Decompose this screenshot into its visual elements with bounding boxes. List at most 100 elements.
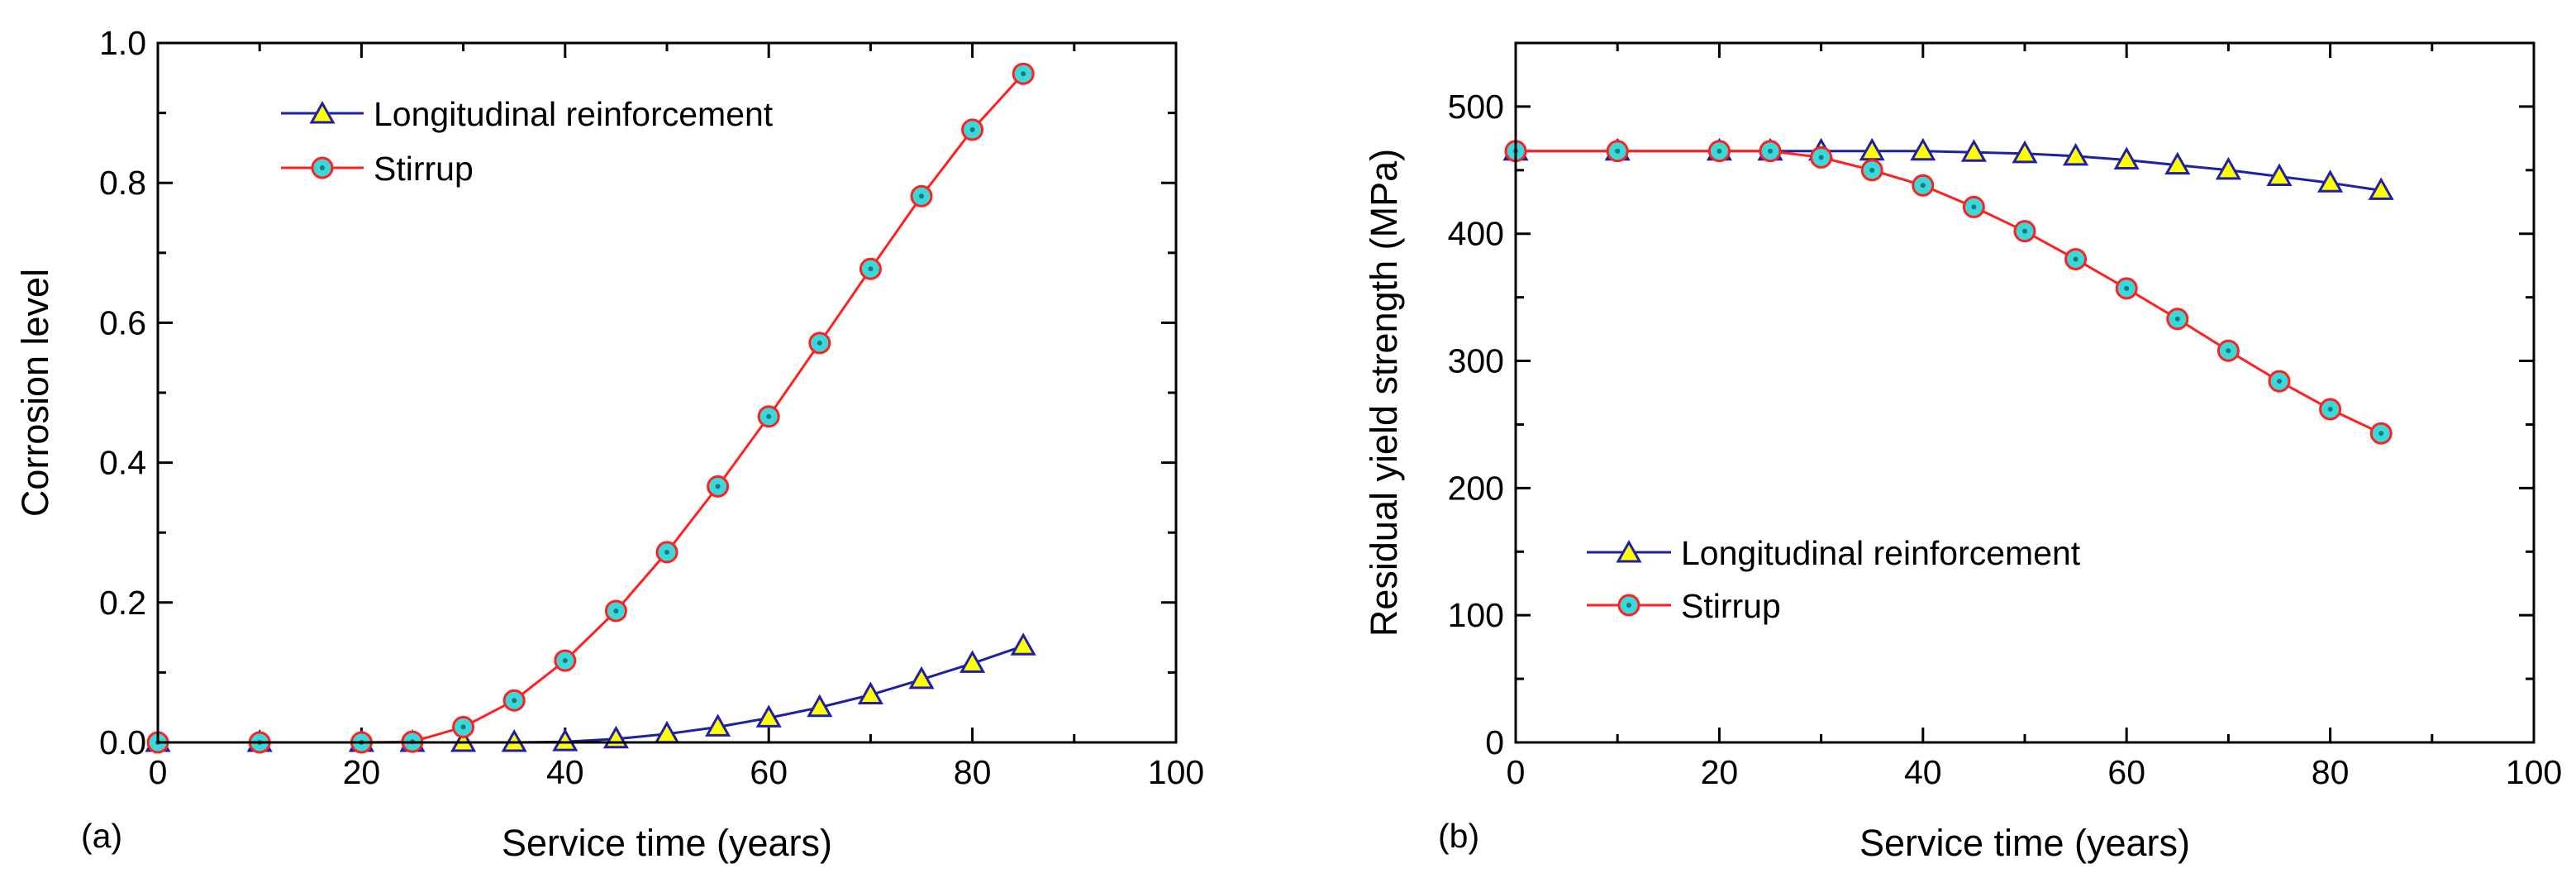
triangle-data-point bbox=[2113, 146, 2140, 170]
x-tick-label: 0 bbox=[1507, 753, 1526, 791]
x-tick-label: 100 bbox=[2506, 753, 2562, 791]
panel-a: 0 20 40 60 80 100 0.0 0.2 0.4 0.6 0.8 1.0 Service … bbox=[14, 24, 1204, 864]
circle-data-point-center bbox=[2073, 256, 2078, 262]
triangle-marker-icon bbox=[309, 100, 336, 124]
circle-data-point-center bbox=[2022, 228, 2027, 234]
circle-data-point-center bbox=[817, 340, 822, 346]
circle-data-point-center bbox=[2174, 316, 2180, 322]
circle-data-point-center bbox=[868, 266, 874, 272]
panel-a-series bbox=[145, 62, 1036, 754]
circle-data-point-center bbox=[715, 484, 721, 489]
triangle-data-point bbox=[1960, 139, 1987, 162]
circle-data-point-center bbox=[1021, 71, 1026, 77]
triangle-data-point bbox=[2063, 142, 2089, 166]
circle-data-point-center bbox=[1971, 204, 1977, 210]
circle-data-point-center bbox=[562, 658, 568, 664]
series-line-1 bbox=[1516, 150, 2382, 435]
circle-data-point-center bbox=[2378, 431, 2384, 437]
x-tick-label: 100 bbox=[1148, 753, 1204, 791]
panel-a-y-tick-labels: 0.0 0.2 0.4 0.6 0.8 1.0 bbox=[99, 24, 146, 761]
panel-b-series bbox=[1502, 137, 2394, 445]
legend-label: Stirrup bbox=[1681, 587, 1781, 625]
y-tick-label: 1.0 bbox=[99, 24, 146, 62]
triangle-data-point bbox=[552, 728, 579, 752]
x-tick-label: 20 bbox=[1701, 753, 1739, 791]
circle-data-point-center bbox=[2327, 406, 2333, 412]
x-tick-label: 40 bbox=[546, 753, 584, 791]
x-tick-label: 40 bbox=[1904, 753, 1942, 791]
y-tick-label: 0 bbox=[1485, 723, 1504, 761]
x-tick-label: 80 bbox=[2312, 753, 2350, 791]
x-tick-label: 80 bbox=[954, 753, 992, 791]
series-line-1 bbox=[158, 73, 1025, 744]
triangle-data-point bbox=[908, 666, 935, 690]
panel-a-y-axis-title: Corrosion level bbox=[14, 269, 56, 517]
y-tick-label: 0.8 bbox=[99, 164, 146, 202]
y-tick-label: 0.2 bbox=[99, 584, 146, 622]
triangle-data-point bbox=[2266, 163, 2293, 187]
series-line-0 bbox=[158, 644, 1024, 744]
triangle-data-point bbox=[857, 681, 883, 704]
y-tick-label: 0.0 bbox=[99, 723, 146, 761]
panel-b-x-axis-title: Service time (years) bbox=[1859, 822, 2190, 864]
triangle-data-point bbox=[755, 704, 782, 728]
triangle-marker-icon bbox=[1616, 539, 1642, 563]
legend-label: Longitudinal reinforcement bbox=[374, 95, 774, 133]
panel-a-label: (a) bbox=[81, 817, 122, 855]
legend-entry-longitudinal: Longitudinal reinforcement bbox=[1587, 534, 2081, 572]
legend-entry-longitudinal: Longitudinal reinforcement bbox=[281, 95, 774, 133]
triangle-data-point bbox=[2215, 156, 2241, 180]
panel-a-x-tick-labels: 0 20 40 60 80 100 bbox=[149, 753, 1205, 791]
y-tick-label: 500 bbox=[1448, 88, 1504, 126]
y-tick-label: 0.4 bbox=[99, 444, 146, 482]
legend-label: Longitudinal reinforcement bbox=[1681, 534, 2081, 572]
circle-data-point-center bbox=[1717, 148, 1722, 154]
panel-b: 0 20 40 60 80 100 0 100 200 300 400 500 Service ti… bbox=[1363, 41, 2563, 864]
y-tick-label: 400 bbox=[1448, 215, 1504, 253]
legend-entry-stirrup: Stirrup bbox=[281, 150, 474, 188]
panel-b-ticks bbox=[1514, 41, 2536, 744]
panel-b-plot-frame bbox=[1514, 41, 2536, 744]
panel-b-x-tick-labels: 0 20 40 60 80 100 bbox=[1507, 753, 2563, 791]
x-tick-label: 60 bbox=[750, 753, 788, 791]
triangle-data-point bbox=[2164, 151, 2191, 175]
circle-data-point-center bbox=[1869, 167, 1875, 173]
circle-data-point-center bbox=[2124, 285, 2130, 291]
triangle-data-point bbox=[705, 713, 731, 737]
x-tick-label: 0 bbox=[149, 753, 168, 791]
y-tick-label: 300 bbox=[1448, 342, 1504, 380]
triangle-data-point bbox=[2368, 177, 2394, 200]
triangle-data-point bbox=[2012, 140, 2038, 164]
circle-data-point-center bbox=[969, 126, 975, 132]
legend-entry-stirrup: Stirrup bbox=[1587, 587, 1781, 625]
circle-data-point-center bbox=[1818, 155, 1824, 160]
y-tick-label: 100 bbox=[1448, 596, 1504, 634]
circle-data-point-center bbox=[613, 608, 619, 613]
circle-data-point-center bbox=[1920, 183, 1926, 188]
x-tick-label: 20 bbox=[343, 753, 381, 791]
y-tick-label: 200 bbox=[1448, 469, 1504, 507]
panel-b-label: (b) bbox=[1438, 817, 1479, 855]
circle-data-point-center bbox=[766, 413, 772, 419]
triangle-data-point bbox=[807, 694, 833, 718]
triangle-data-point bbox=[959, 650, 986, 673]
x-tick-label: 60 bbox=[2107, 753, 2145, 791]
triangle-data-point bbox=[2317, 169, 2344, 193]
circle-data-point-center bbox=[1615, 148, 1621, 154]
triangle-data-point bbox=[1910, 137, 1936, 161]
circle-data-point-center bbox=[2226, 348, 2231, 354]
panel-b-legend: Longitudinal reinforcement Stirrup bbox=[1587, 534, 2081, 625]
circle-data-point-center bbox=[664, 549, 669, 555]
y-tick-label: 0.6 bbox=[99, 303, 146, 341]
panel-b-y-tick-labels: 0 100 200 300 400 500 bbox=[1448, 88, 1504, 761]
circle-data-point-center bbox=[460, 724, 466, 730]
panel-b-y-axis-title: Residual yield strength (MPa) bbox=[1363, 149, 1405, 637]
circle-data-point-center bbox=[2277, 379, 2282, 384]
panel-a-plot-frame bbox=[156, 41, 1178, 744]
circle-data-point-center bbox=[919, 193, 924, 199]
legend-label: Stirrup bbox=[374, 150, 474, 188]
panel-a-legend: Longitudinal reinforcement Stirrup bbox=[281, 95, 774, 188]
panel-a-x-axis-title: Service time (years) bbox=[502, 822, 832, 864]
series-line-0 bbox=[1516, 150, 2382, 192]
